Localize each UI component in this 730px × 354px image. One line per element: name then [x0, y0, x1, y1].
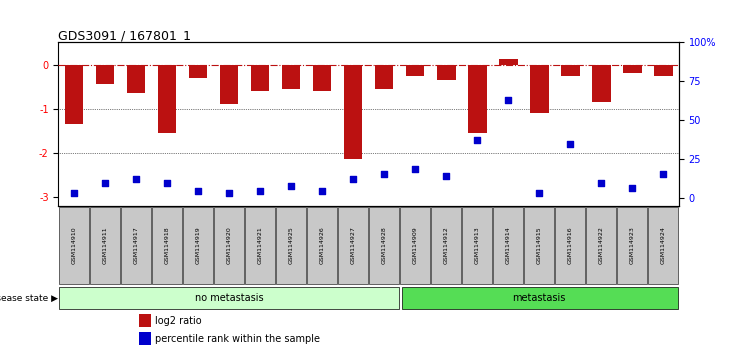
Bar [344, 64, 363, 159]
Point [502, 97, 514, 103]
Bar [654, 64, 673, 75]
Point [192, 189, 204, 194]
Point [626, 185, 638, 191]
Bar [139, 332, 152, 345]
Text: GSM114915: GSM114915 [537, 227, 542, 264]
Bar [406, 64, 425, 75]
Text: GSM114928: GSM114928 [382, 227, 387, 264]
Point [564, 141, 576, 147]
Bar [592, 64, 611, 102]
FancyBboxPatch shape [245, 207, 275, 284]
FancyBboxPatch shape [586, 207, 616, 284]
Bar [530, 64, 549, 113]
Bar [623, 64, 642, 73]
Text: percentile rank within the sample: percentile rank within the sample [155, 334, 320, 344]
Bar [189, 64, 207, 78]
Text: GSM114911: GSM114911 [102, 227, 107, 264]
FancyBboxPatch shape [648, 207, 678, 284]
Bar [127, 64, 145, 93]
Bar [375, 64, 393, 89]
Text: GSM114914: GSM114914 [506, 227, 511, 264]
Bar [499, 59, 518, 64]
Text: no metastasis: no metastasis [195, 293, 264, 303]
FancyBboxPatch shape [402, 287, 678, 309]
FancyBboxPatch shape [556, 207, 585, 284]
Text: GSM114916: GSM114916 [568, 227, 573, 264]
Text: metastasis: metastasis [512, 293, 566, 303]
Bar [468, 64, 487, 133]
FancyBboxPatch shape [618, 207, 648, 284]
Text: GSM114922: GSM114922 [599, 227, 604, 264]
Point [161, 180, 173, 185]
Text: GSM114912: GSM114912 [444, 227, 449, 264]
Text: GSM114913: GSM114913 [474, 227, 480, 264]
FancyBboxPatch shape [121, 207, 151, 284]
Text: GSM114926: GSM114926 [320, 227, 325, 264]
Bar [437, 64, 456, 80]
Point [68, 190, 80, 196]
Point [440, 173, 452, 178]
Text: GSM114920: GSM114920 [226, 227, 231, 264]
FancyBboxPatch shape [90, 207, 120, 284]
Bar [561, 64, 580, 75]
FancyBboxPatch shape [524, 207, 554, 284]
Point [254, 189, 266, 194]
Point [347, 176, 359, 182]
Point [99, 180, 111, 185]
Point [534, 190, 545, 196]
FancyBboxPatch shape [276, 207, 306, 284]
FancyBboxPatch shape [183, 207, 213, 284]
Bar [96, 64, 114, 84]
Point [596, 180, 607, 185]
Text: GSM114923: GSM114923 [630, 227, 635, 264]
Point [410, 166, 421, 171]
Point [658, 171, 669, 177]
Point [316, 189, 328, 194]
Bar [313, 64, 331, 91]
Text: log2 ratio: log2 ratio [155, 316, 201, 326]
Text: GSM114910: GSM114910 [72, 227, 77, 264]
Point [378, 171, 390, 177]
Bar [139, 314, 152, 327]
Bar [220, 64, 238, 104]
Text: GSM114917: GSM114917 [134, 227, 139, 264]
Point [130, 176, 142, 182]
Point [472, 137, 483, 143]
FancyBboxPatch shape [214, 207, 244, 284]
Bar [251, 64, 269, 91]
FancyBboxPatch shape [338, 207, 368, 284]
Text: GSM114927: GSM114927 [350, 227, 356, 264]
FancyBboxPatch shape [400, 207, 430, 284]
FancyBboxPatch shape [59, 207, 89, 284]
Bar [282, 64, 301, 89]
FancyBboxPatch shape [307, 207, 337, 284]
FancyBboxPatch shape [431, 207, 461, 284]
Point [223, 190, 235, 196]
FancyBboxPatch shape [493, 207, 523, 284]
Text: GSM114918: GSM114918 [164, 227, 169, 264]
FancyBboxPatch shape [369, 207, 399, 284]
Point [285, 183, 297, 189]
FancyBboxPatch shape [462, 207, 492, 284]
FancyBboxPatch shape [59, 287, 399, 309]
FancyBboxPatch shape [152, 207, 182, 284]
Bar [158, 64, 177, 133]
Text: GSM114921: GSM114921 [258, 227, 263, 264]
Text: GSM114925: GSM114925 [288, 227, 293, 264]
Text: GSM114909: GSM114909 [412, 227, 418, 264]
Bar [64, 64, 83, 124]
Text: disease state ▶: disease state ▶ [0, 293, 58, 302]
Text: GDS3091 / 167801_1: GDS3091 / 167801_1 [58, 29, 191, 42]
Text: GSM114924: GSM114924 [661, 227, 666, 264]
Text: GSM114919: GSM114919 [196, 227, 201, 264]
